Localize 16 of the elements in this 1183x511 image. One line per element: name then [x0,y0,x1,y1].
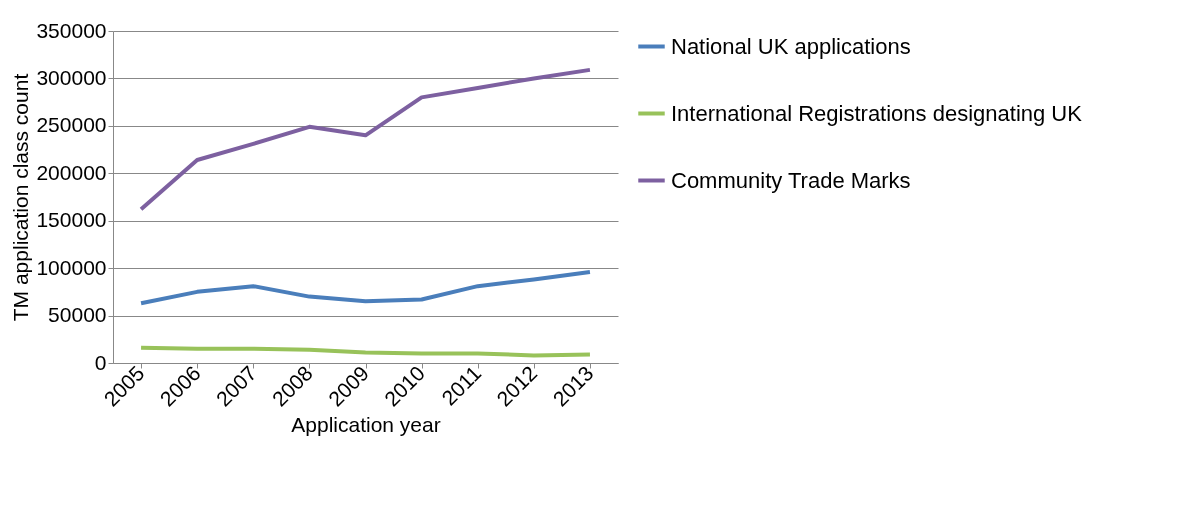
line-series [139,269,592,306]
y-tick-label: 300000 [36,65,107,89]
legend-label: National UK applications [671,33,911,59]
y-tick-label: 150000 [36,208,107,232]
y-tick-label: 0 [94,350,107,374]
x-axis-title: Application year [291,412,441,436]
y-axis-title: TM application class count [9,73,33,322]
y-tick-label: 350000 [36,18,107,42]
y-tick-label: 200000 [36,160,107,184]
legend-label: International Registrations designating UK [671,100,1083,126]
legend-label: Community Trade Marks [671,167,911,193]
line-series [139,67,592,212]
y-tick-label: 100000 [36,255,107,279]
y-tick-label: 50000 [48,303,107,327]
line-series [139,345,592,358]
y-tick-label: 250000 [36,113,107,137]
